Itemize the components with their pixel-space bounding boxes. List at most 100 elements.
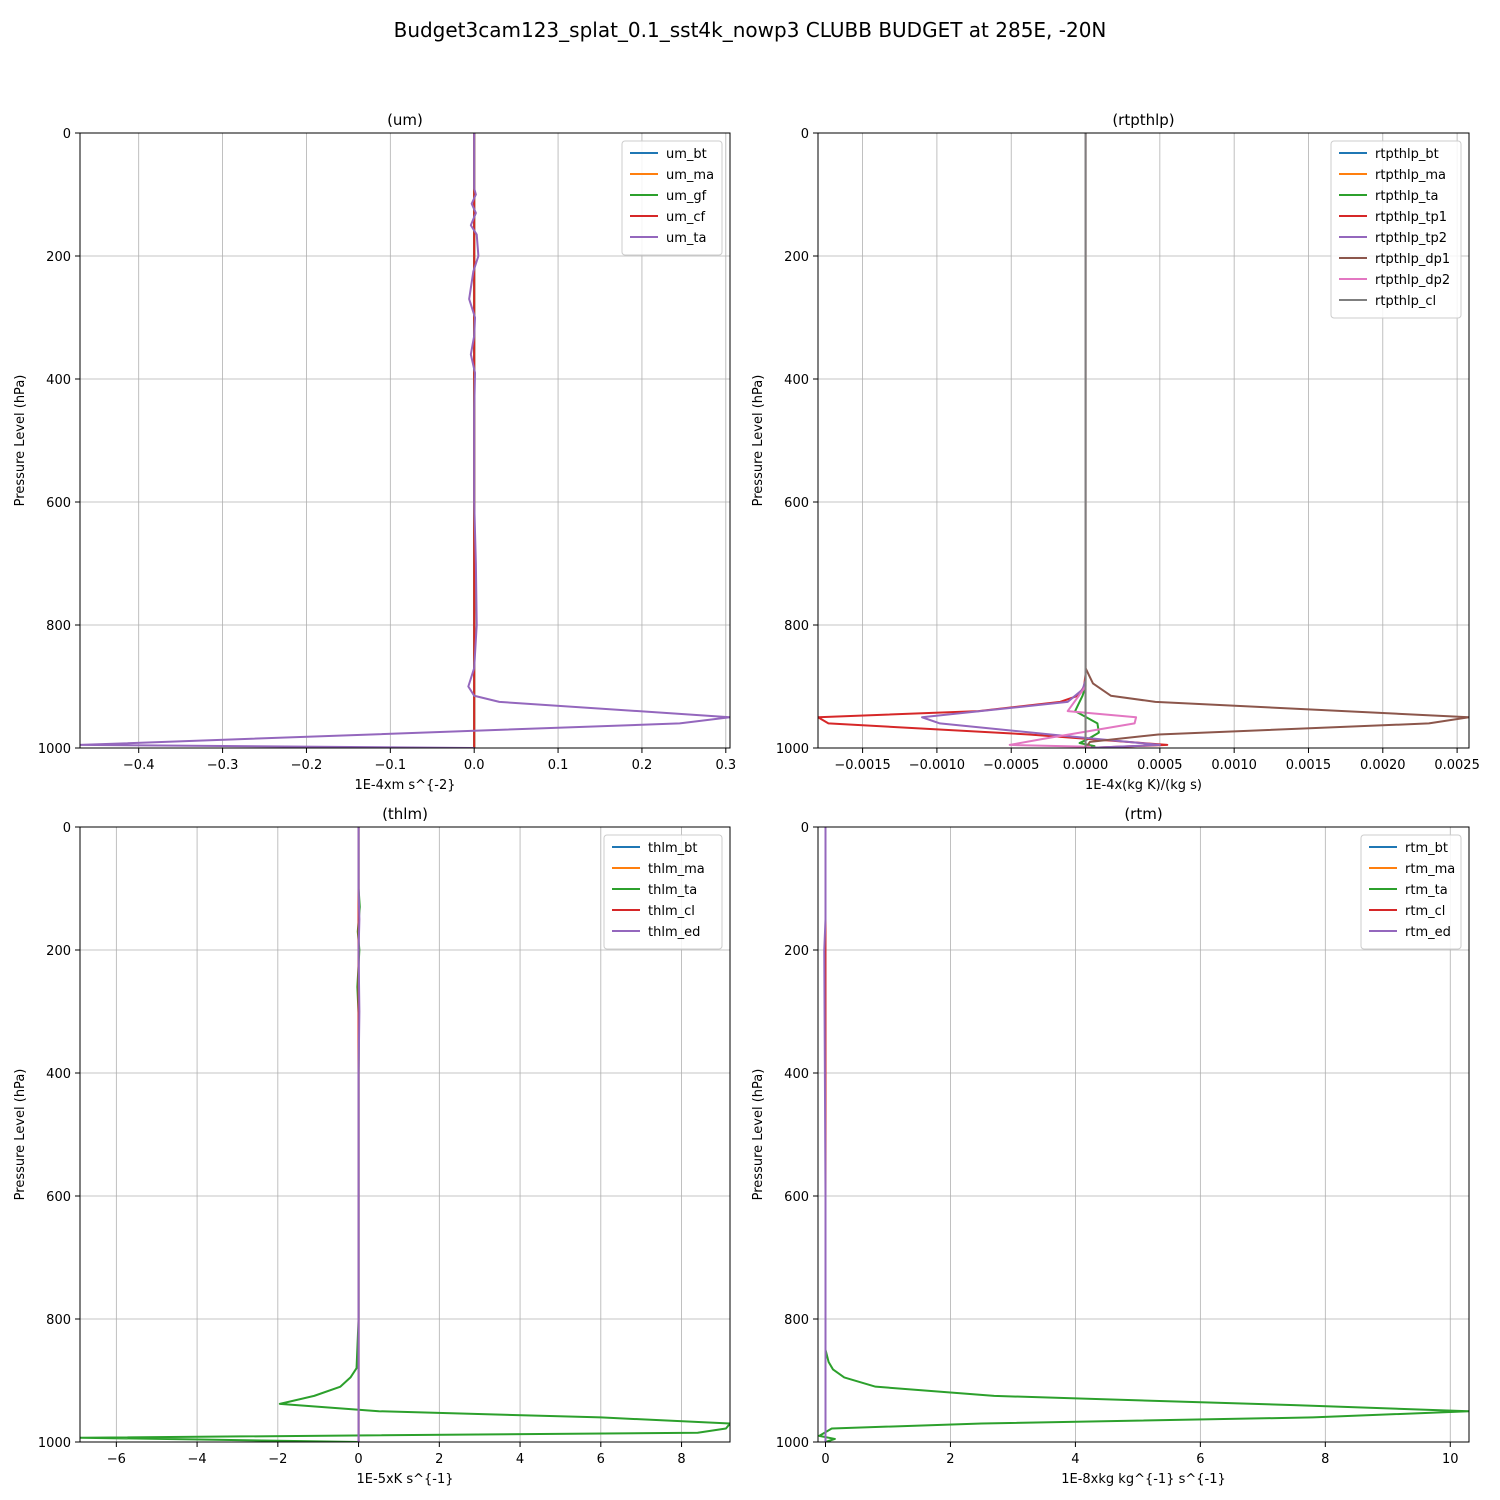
series-line-rtpthlp_ta [1074, 133, 1100, 748]
y-tick-label: 600 [784, 1190, 809, 1205]
x-tick-label: 6 [597, 1452, 605, 1467]
legend-label-thlm_ta: thlm_ta [648, 883, 697, 898]
x-tick-label: −0.2 [291, 758, 323, 773]
series-line-thlm_ed [357, 827, 361, 1442]
y-tick-label: 600 [784, 496, 809, 511]
y-tick-label: 1000 [38, 742, 71, 757]
plot-frame [817, 132, 1470, 749]
x-axis-label: 1E-4xm s^{-2} [354, 778, 455, 793]
series-line-rtpthlp_dp1 [1084, 133, 1469, 748]
x-tick-label: −0.0005 [983, 758, 1039, 773]
legend-label-um_ma: um_ma [666, 168, 714, 183]
x-tick-label: −6 [107, 1452, 126, 1467]
legend-label-thlm_ed: thlm_ed [648, 925, 700, 940]
x-tick-label: −0.4 [123, 758, 155, 773]
x-tick-label: 0.0000 [1063, 758, 1109, 773]
y-tick-label: 600 [46, 496, 71, 511]
x-tick-label: 0.0 [464, 758, 485, 773]
legend-box [603, 834, 723, 950]
legend-label-rtm_cl: rtm_cl [1405, 904, 1445, 919]
legend-label-rtpthlp_tp1: rtpthlp_tp1 [1375, 210, 1447, 225]
y-tick-label: 200 [784, 944, 809, 959]
x-tick-label: −2 [268, 1452, 287, 1467]
legend-label-rtpthlp_bt: rtpthlp_bt [1375, 147, 1439, 162]
y-tick-label: 400 [784, 373, 809, 388]
x-tick-label: 8 [677, 1452, 685, 1467]
subplot-title: (rtm) [1124, 805, 1162, 823]
y-tick-label: 400 [784, 1067, 809, 1082]
x-tick-label: −0.0010 [909, 758, 965, 773]
legend-label-thlm_bt: thlm_bt [648, 841, 697, 856]
legend-label-um_cf: um_cf [666, 210, 706, 225]
y-tick-label: 800 [784, 619, 809, 634]
series-line-rtpthlp_dp2 [1008, 133, 1138, 748]
x-tick-label: 0.0010 [1211, 758, 1257, 773]
legend-label-um_bt: um_bt [666, 147, 707, 162]
x-tick-label: 0.0015 [1286, 758, 1332, 773]
legend: thlm_bt thlm_ma thlm_ta thlm_cl thlm_ed [603, 834, 723, 950]
series-line-rtm_ta [818, 827, 1469, 1442]
x-tick-label: −0.0015 [834, 758, 890, 773]
legend-label-thlm_cl: thlm_cl [648, 904, 695, 919]
y-tick-label: 0 [801, 821, 809, 836]
x-tick-label: 4 [516, 1452, 524, 1467]
series-line-rtm_ed [823, 827, 827, 1442]
x-tick-label: 2 [946, 1452, 954, 1467]
x-tick-label: 6 [1196, 1452, 1204, 1467]
subplot-um: −0.4 −0.3 −0.2 −0.1 0.0 0.1 0.2 0.3 0 200 400 600 80… [13, 111, 736, 793]
legend-label-rtpthlp_tp2: rtpthlp_tp2 [1375, 231, 1447, 246]
legend-label-rtm_ma: rtm_ma [1405, 862, 1455, 877]
legend-label-rtpthlp_cl: rtpthlp_cl [1375, 294, 1436, 309]
y-tick-label: 1000 [776, 742, 809, 757]
figure-title: Budget3cam123_splat_0.1_sst4k_nowp3 CLUB… [394, 18, 1107, 42]
x-tick-label: 10 [1442, 1452, 1459, 1467]
legend-box [1360, 834, 1462, 950]
y-tick-label: 800 [46, 619, 71, 634]
legend-box [1330, 140, 1462, 319]
y-tick-label: 1000 [38, 1436, 71, 1451]
legend: rtpthlp_bt rtpthlp_ma rtpthlp_ta rtpthlp_tp… [1330, 140, 1462, 319]
y-tick-label: 400 [46, 373, 71, 388]
legend-box [621, 140, 723, 256]
subplot-title: (rtpthlp) [1112, 111, 1174, 129]
y-tick-label: 400 [46, 1067, 71, 1082]
x-tick-label: 0.0020 [1360, 758, 1406, 773]
legend-label-rtm_ed: rtm_ed [1405, 925, 1451, 940]
y-axis-label: Pressure Level (hPa) [13, 375, 28, 507]
y-axis-label: Pressure Level (hPa) [751, 375, 766, 507]
y-tick-label: 200 [46, 250, 71, 265]
x-tick-label: 0 [821, 1452, 829, 1467]
x-axis-label: 1E-5xK s^{-1} [357, 1472, 454, 1487]
series-line-rtpthlp_tp2 [921, 133, 1161, 748]
x-tick-label: 0.3 [715, 758, 736, 773]
y-tick-label: 0 [63, 821, 71, 836]
legend-label-um_ta: um_ta [666, 231, 706, 246]
y-tick-label: 600 [46, 1190, 71, 1205]
x-tick-label: 4 [1071, 1452, 1079, 1467]
legend-label-um_gf: um_gf [666, 189, 707, 204]
x-tick-label: −0.1 [375, 758, 407, 773]
legend-label-rtpthlp_dp1: rtpthlp_dp1 [1375, 252, 1450, 267]
y-tick-label: 0 [63, 127, 71, 142]
plot-frame [79, 132, 731, 749]
legend-label-rtm_ta: rtm_ta [1405, 883, 1448, 898]
series-line-um_ta [80, 133, 730, 748]
y-tick-label: 800 [46, 1313, 71, 1328]
x-tick-label: 2 [435, 1452, 443, 1467]
x-tick-label: 8 [1321, 1452, 1329, 1467]
legend-label-thlm_ma: thlm_ma [648, 862, 705, 877]
legend-label-rtpthlp_ta: rtpthlp_ta [1375, 189, 1438, 204]
x-tick-label: −0.3 [207, 758, 239, 773]
y-tick-label: 800 [784, 1313, 809, 1328]
y-tick-label: 1000 [776, 1436, 809, 1451]
x-axis-label: 1E-4x(kg K)/(kg s) [1085, 778, 1202, 793]
legend-label-rtm_bt: rtm_bt [1405, 841, 1448, 856]
y-axis-label: Pressure Level (hPa) [751, 1069, 766, 1201]
y-tick-label: 200 [784, 250, 809, 265]
x-tick-label: 0 [354, 1452, 362, 1467]
subplot-title: (thlm) [382, 805, 428, 823]
legend: um_bt um_ma um_gf um_cf um_ta [621, 140, 723, 256]
x-tick-label: 0.2 [632, 758, 653, 773]
subplot-title: (um) [387, 111, 423, 129]
